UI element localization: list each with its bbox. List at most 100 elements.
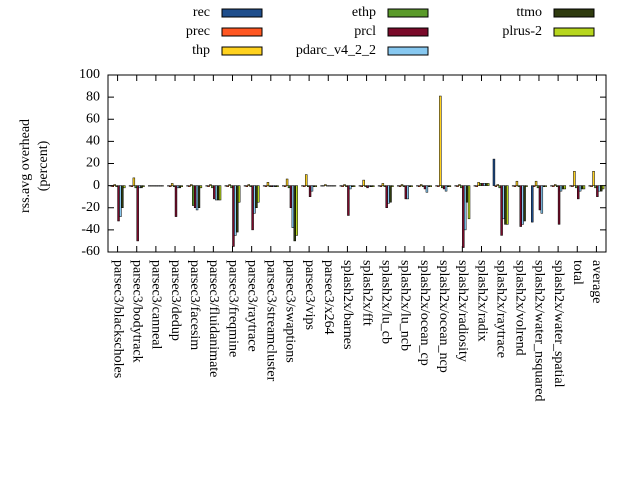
bar <box>226 185 229 187</box>
bar <box>485 183 488 186</box>
bar <box>429 185 432 187</box>
bar <box>331 185 335 187</box>
x-tick-label: parsec3/raytrace <box>244 260 259 352</box>
bar <box>550 185 553 187</box>
bar <box>465 185 469 203</box>
legend-swatch <box>553 8 595 18</box>
y-tick-label: 0 <box>93 178 100 193</box>
legend-label: ethp <box>352 5 376 20</box>
bar <box>285 178 289 186</box>
bar <box>531 185 534 223</box>
bar <box>425 185 429 193</box>
bar <box>113 184 116 186</box>
bar <box>149 185 153 187</box>
x-tick-label: average <box>589 260 604 304</box>
x-tick-label: splash2x/lu_ncb <box>398 260 413 351</box>
bar <box>142 185 145 187</box>
bar <box>305 174 308 186</box>
bar <box>320 185 323 187</box>
legend-label: prec <box>186 24 210 39</box>
bar <box>339 185 342 187</box>
bar <box>517 185 521 187</box>
bar <box>255 185 258 208</box>
bar <box>381 183 385 186</box>
bar <box>573 170 576 186</box>
bar <box>481 183 484 186</box>
bar <box>283 185 287 187</box>
bar <box>272 185 275 187</box>
bar <box>291 185 295 228</box>
bar <box>387 185 390 204</box>
bar <box>557 185 561 225</box>
bar <box>215 185 218 201</box>
bar <box>136 185 139 242</box>
bar <box>544 185 547 187</box>
bar <box>245 185 249 187</box>
bar <box>494 185 498 187</box>
bar <box>310 185 314 192</box>
x-tick-label: splash2x/radix <box>474 260 489 342</box>
bar <box>594 185 597 189</box>
bar <box>314 185 318 187</box>
bar <box>341 185 344 187</box>
bar <box>326 185 329 187</box>
bar <box>270 185 273 187</box>
bar <box>534 180 538 186</box>
bar <box>349 185 352 190</box>
bar <box>268 185 272 187</box>
x-tick-label: parsec3/facesim <box>187 260 202 350</box>
bar <box>435 185 438 187</box>
bar <box>473 185 477 187</box>
y-axis-label: rss.avg overhead <box>18 119 33 213</box>
bar <box>402 185 406 187</box>
bar <box>243 185 247 187</box>
x-tick-label: parsec3/x264 <box>321 260 336 335</box>
bar <box>138 185 141 189</box>
bar <box>199 185 203 189</box>
bar <box>287 185 291 189</box>
bar <box>130 185 134 187</box>
bar <box>454 185 457 187</box>
y-tick-label: -20 <box>81 200 100 215</box>
bar <box>536 185 540 189</box>
bar <box>379 185 383 187</box>
bar <box>151 185 155 187</box>
bar <box>333 185 337 187</box>
bar <box>555 185 559 187</box>
bar <box>383 185 386 187</box>
y-tick-label: 20 <box>86 156 100 171</box>
bar <box>479 183 482 186</box>
bar <box>368 185 371 187</box>
y-tick-label: 60 <box>86 111 100 126</box>
bar <box>228 184 231 186</box>
bar <box>188 185 191 187</box>
bar <box>169 185 172 187</box>
bar <box>312 185 316 187</box>
bar <box>264 185 268 187</box>
bar <box>486 183 490 186</box>
bar <box>224 185 228 187</box>
y-tick-label: 80 <box>86 89 100 104</box>
y-tick-label: 40 <box>86 134 100 149</box>
bar <box>170 183 174 186</box>
bar <box>293 185 296 242</box>
bar <box>372 185 375 187</box>
bar <box>262 185 266 187</box>
x-tick-label: splash2x/ocean_ncp <box>436 260 451 373</box>
bar <box>385 185 388 208</box>
bar <box>178 185 182 189</box>
bar <box>351 185 354 187</box>
bar <box>119 185 122 217</box>
bar <box>554 184 557 186</box>
x-tick-label: splash2x/water_spatial <box>551 260 566 388</box>
bar <box>446 185 450 187</box>
legend-label: pdarc_v4_2_2 <box>296 43 376 58</box>
bar <box>253 185 256 214</box>
bar <box>211 185 214 189</box>
bar <box>109 185 113 187</box>
x-tick-label: parsec3/freqmine <box>225 260 240 357</box>
legend-swatch <box>387 46 429 56</box>
bar <box>362 179 365 186</box>
bar <box>521 185 524 225</box>
bar <box>404 185 408 200</box>
